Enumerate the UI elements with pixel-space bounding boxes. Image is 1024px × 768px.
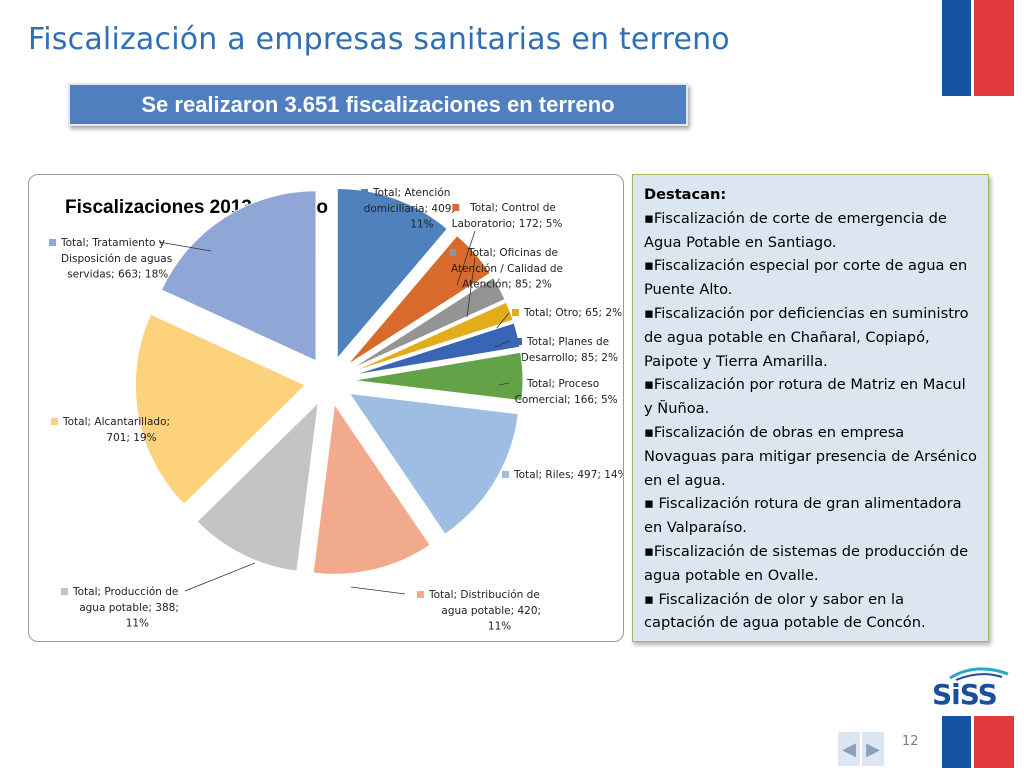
- triangle-left-icon: ◀: [842, 738, 856, 760]
- pie-slice: [336, 187, 448, 360]
- slide-navigation: ◀ ▶: [838, 732, 886, 766]
- label-color-square: [417, 591, 424, 598]
- summary-banner: Se realizaron 3.651 fiscalizaciones en t…: [68, 83, 688, 126]
- pie-slice: [351, 301, 514, 373]
- leader-line: [494, 340, 510, 348]
- pie-slice: [349, 276, 506, 370]
- pie-slice: [346, 234, 491, 366]
- data-label: Comercial; 166; 5%: [515, 394, 618, 406]
- data-label: Total; Riles; 497; 14%: [513, 469, 624, 481]
- data-label: 701; 19%: [106, 432, 156, 444]
- pie-slice: [312, 402, 431, 575]
- pie-slice: [348, 392, 519, 535]
- label-color-square: [452, 204, 460, 211]
- data-label: Total; Tratamiento y: [60, 237, 165, 249]
- data-label: agua potable; 388;: [79, 602, 179, 614]
- data-label: 11%: [410, 219, 433, 231]
- label-color-square: [361, 189, 368, 196]
- data-label: 11%: [488, 621, 511, 633]
- label-color-square: [515, 380, 522, 387]
- next-slide-button[interactable]: ▶: [862, 732, 884, 766]
- siss-logo: SiSS: [932, 664, 1020, 712]
- data-label: Total; Atención: [372, 187, 450, 199]
- pie-slice: [134, 313, 307, 505]
- chile-flag-bottom-decoration: [942, 716, 1014, 768]
- leader-line: [158, 241, 212, 252]
- highlight-item: ▪ Fiscalización de olor y sabor en la ca…: [644, 590, 926, 632]
- triangle-right-icon: ▶: [866, 738, 880, 760]
- highlight-item: ▪ Fiscalización rotura de gran alimentad…: [644, 495, 962, 537]
- data-label: servidas; 663; 18%: [67, 269, 168, 281]
- logo-text: SiSS: [932, 678, 998, 711]
- pie-chart-panel: Fiscalizaciones 2013 por tipo Total; Aten…: [28, 174, 624, 642]
- previous-slide-button[interactable]: ◀: [838, 732, 860, 766]
- leader-line: [350, 586, 406, 595]
- highlight-item: ▪Fiscalización por deficiencias en sumin…: [644, 304, 969, 370]
- data-label: domiciliaria; 409;: [364, 203, 455, 215]
- highlight-item: ▪Fiscalización de obras en empresa Novag…: [644, 423, 977, 489]
- highlight-item: ▪Fiscalización de corte de emergencia de…: [644, 209, 947, 251]
- highlights-list: ▪Fiscalización de corte de emergencia de…: [644, 207, 978, 635]
- logo-swoosh-icon: [949, 667, 1009, 681]
- data-label: Atención; 85; 2%: [462, 279, 552, 291]
- data-label: Laboratorio; 172; 5%: [452, 218, 563, 230]
- label-color-square: [449, 249, 457, 256]
- label-color-square: [49, 239, 56, 246]
- data-label: Total; Planes de: [526, 336, 609, 348]
- data-label: Total; Otro; 65; 2%: [523, 307, 622, 319]
- data-label: Total; Proceso: [526, 378, 599, 390]
- pie-slice: [196, 401, 320, 572]
- data-label: Total; Distribución de: [428, 589, 540, 601]
- leader-line: [456, 230, 476, 286]
- highlight-item: ▪Fiscalización por rotura de Matriz en M…: [644, 376, 966, 418]
- leader-line: [184, 562, 256, 592]
- slide-title: Fiscalización a empresas sanitarias en t…: [28, 22, 730, 57]
- label-color-square: [61, 588, 68, 595]
- leader-line: [498, 382, 510, 386]
- highlights-heading: Destacan:: [644, 186, 727, 203]
- pie-slice: [352, 322, 521, 376]
- highlight-item: ▪Fiscalización de sistemas de producción…: [644, 542, 969, 584]
- label-color-square: [512, 309, 519, 316]
- data-label: Desarrollo; 85; 2%: [521, 352, 618, 364]
- data-label: 11%: [126, 618, 149, 630]
- data-label: Total; Producción de: [72, 586, 178, 598]
- pie-slice: [352, 351, 524, 402]
- data-label: Total; Control de: [469, 202, 556, 214]
- label-color-square: [502, 471, 509, 478]
- leader-line: [466, 257, 476, 318]
- page-number: 12: [902, 734, 919, 749]
- data-label: agua potable; 420;: [441, 605, 541, 617]
- label-color-square: [515, 338, 522, 345]
- chile-flag-top-decoration: [942, 0, 1014, 96]
- summary-banner-text: Se realizaron 3.651 fiscalizaciones en t…: [141, 91, 615, 117]
- data-label: Disposición de aguas: [61, 253, 172, 265]
- highlight-item: ▪Fiscalización especial por corte de agu…: [644, 257, 968, 299]
- label-color-square: [51, 418, 58, 425]
- data-label: Atención / Calidad de: [451, 263, 563, 275]
- pie-slice: [160, 190, 317, 362]
- data-label: Total; Alcantarillado;: [62, 416, 170, 428]
- highlights-panel: Destacan: ▪Fiscalización de corte de eme…: [632, 174, 989, 642]
- data-label: Total; Oficinas de: [467, 247, 558, 259]
